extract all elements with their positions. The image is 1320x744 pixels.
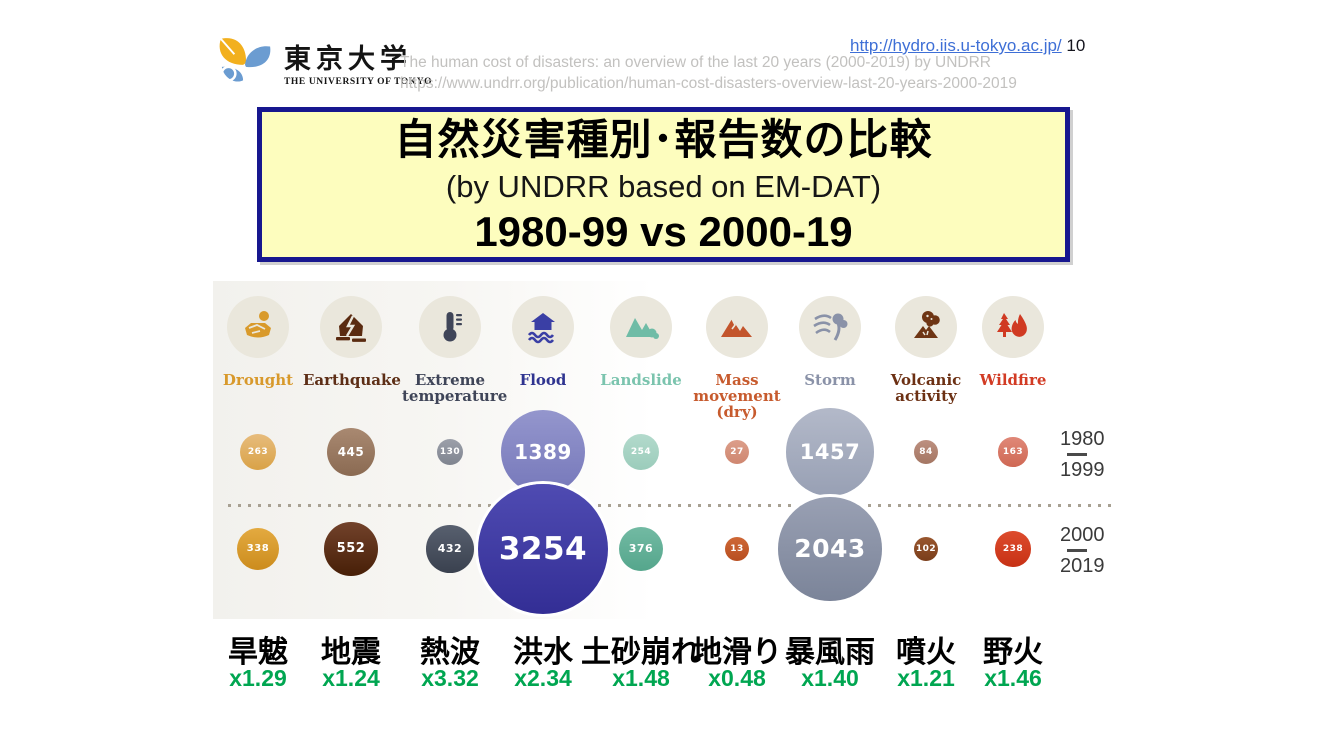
header-link-row: http://hydro.iis.u-tokyo.ac.jp/ 10 <box>850 36 1130 56</box>
slide-period-comparison: 1980-99 vs 2000-19 <box>474 208 853 255</box>
multiplier-landslide: x1.48 <box>612 665 670 691</box>
logo-jp-text: 東京大学 <box>284 44 412 74</box>
landslide-icon-circle <box>610 296 672 358</box>
reference-text: The human cost of disasters: an overview… <box>400 52 1100 94</box>
category-label-wildfire: Wildfire <box>979 371 1047 389</box>
logo-en-text: THE UNIVERSITY OF TOKYO <box>284 77 433 87</box>
multiplier-drought: x1.29 <box>229 665 287 691</box>
drought-icon-circle <box>227 296 289 358</box>
landslide-icon <box>626 318 659 339</box>
category-label-landslide: Landslide <box>600 371 682 389</box>
utokyo-logo: 東京大学 THE UNIVERSITY OF TOKYO <box>214 34 432 90</box>
drought-icon <box>245 311 271 338</box>
hydro-link[interactable]: http://hydro.iis.u-tokyo.ac.jp/ <box>850 36 1062 55</box>
legend-period-2000-2019: 2000 2019 <box>1060 524 1105 577</box>
bubble-1980-1999-storm: 1457 <box>786 408 874 496</box>
flood-icon-circle <box>512 296 574 358</box>
legend-year-start-1: 1980 <box>1060 428 1105 450</box>
storm-icon <box>813 313 848 341</box>
bubble-2000-2019-wildfire: 238 <box>995 531 1031 567</box>
reference-line-2: https://www.undrr.org/publication/human-… <box>400 75 1017 92</box>
category-label-volcanic-activity: Volcanic activity <box>890 371 962 405</box>
bubble-2000-2019-drought: 338 <box>237 528 279 570</box>
legend-period-1980-1999: 1980 1999 <box>1060 428 1105 481</box>
bubble-2000-2019-volcanic-activity: 102 <box>914 537 938 561</box>
mass-movement-dry-icon-circle <box>706 296 768 358</box>
legend-year-end-1: 1999 <box>1060 458 1105 481</box>
multiplier-volcanic-activity: x1.21 <box>897 665 955 691</box>
bubble-2000-2019-landslide: 376 <box>618 526 664 572</box>
category-label-jp-volcanic-activity: 噴火 <box>896 636 956 669</box>
extreme-temperature-icon <box>443 312 462 342</box>
page-number: 10 <box>1066 36 1086 55</box>
dotted-divider <box>228 504 1112 507</box>
bubble-1980-1999-mass-movement-dry: 27 <box>725 440 749 464</box>
slide-subtitle: (by UNDRR based on EM-DAT) <box>445 169 882 204</box>
multiplier-wildfire: x1.46 <box>984 665 1042 691</box>
wildfire-icon-circle <box>982 296 1044 358</box>
multiplier-earthquake: x1.24 <box>322 665 380 691</box>
bubble-1980-1999-landslide: 254 <box>622 433 660 471</box>
bubble-2000-2019-storm: 2043 <box>778 497 882 601</box>
bubble-2000-2019-mass-movement-dry: 13 <box>725 537 749 561</box>
slide-title: 自然災害種別･報告数の比較 <box>394 116 933 163</box>
multiplier-mass-movement-dry: x0.48 <box>708 665 766 691</box>
legend-divider-1 <box>1067 453 1087 456</box>
bubble-1980-1999-drought: 263 <box>239 433 277 471</box>
reference-line-1: The human cost of disasters: an overview… <box>400 54 991 71</box>
category-label-drought: Drought <box>222 371 294 389</box>
bubble-2000-2019-earthquake: 552 <box>324 522 378 576</box>
category-label-jp-flood: 洪水 <box>513 636 573 669</box>
flood-icon <box>527 313 555 344</box>
bubble-1980-1999-extreme-temperature: 130 <box>437 439 463 465</box>
bubble-1980-1999-flood: 1389 <box>500 409 586 495</box>
bubble-1980-1999-wildfire: 163 <box>998 437 1028 467</box>
legend-year-start-2: 2000 <box>1060 524 1105 546</box>
category-label-mass-movement-dry: Mass movement (dry) <box>693 371 781 421</box>
logo-text-block: 東京大学 THE UNIVERSITY OF TOKYO <box>284 37 432 87</box>
storm-icon-circle <box>799 296 861 358</box>
multiplier-storm: x1.40 <box>801 665 859 691</box>
bubble-1980-1999-earthquake: 445 <box>326 427 376 477</box>
category-label-jp-mass-movement-dry: 地滑り <box>692 636 782 669</box>
category-label-extreme-temperature: Extreme temperature <box>402 371 508 405</box>
category-label-jp-wildfire: 野火 <box>983 636 1043 669</box>
legend-divider-2 <box>1067 549 1087 552</box>
category-label-jp-landslide: 土砂崩れ <box>581 636 701 669</box>
utokyo-ginkgo-icon <box>219 38 271 82</box>
bubble-2000-2019-extreme-temperature: 432 <box>426 525 474 573</box>
volcanic-activity-icon-circle <box>895 296 957 358</box>
earthquake-icon-circle <box>320 296 382 358</box>
category-label-jp-storm: 暴風雨 <box>785 636 875 669</box>
multiplier-extreme-temperature: x3.32 <box>421 665 479 691</box>
category-label-storm: Storm <box>804 371 856 389</box>
extreme-temperature-icon-circle <box>419 296 481 358</box>
category-label-jp-extreme-temperature: 熱波 <box>420 636 480 669</box>
category-label-jp-drought: 旱魃 <box>228 636 288 669</box>
multiplier-flood: x2.34 <box>514 665 572 691</box>
volcanic-activity-icon <box>914 311 940 338</box>
category-label-jp-earthquake: 地震 <box>321 636 381 669</box>
category-label-flood: Flood <box>519 371 567 389</box>
title-box: 自然災害種別･報告数の比較 (by UNDRR based on EM-DAT)… <box>257 107 1070 262</box>
bubble-2000-2019-flood: 3254 <box>477 483 609 615</box>
wildfire-icon <box>997 313 1027 337</box>
legend-year-end-2: 2019 <box>1060 554 1105 577</box>
bubble-1980-1999-volcanic-activity: 84 <box>914 440 938 464</box>
category-label-earthquake: Earthquake <box>303 371 401 389</box>
earthquake-icon <box>336 314 366 342</box>
mass-movement-icon <box>721 318 752 337</box>
